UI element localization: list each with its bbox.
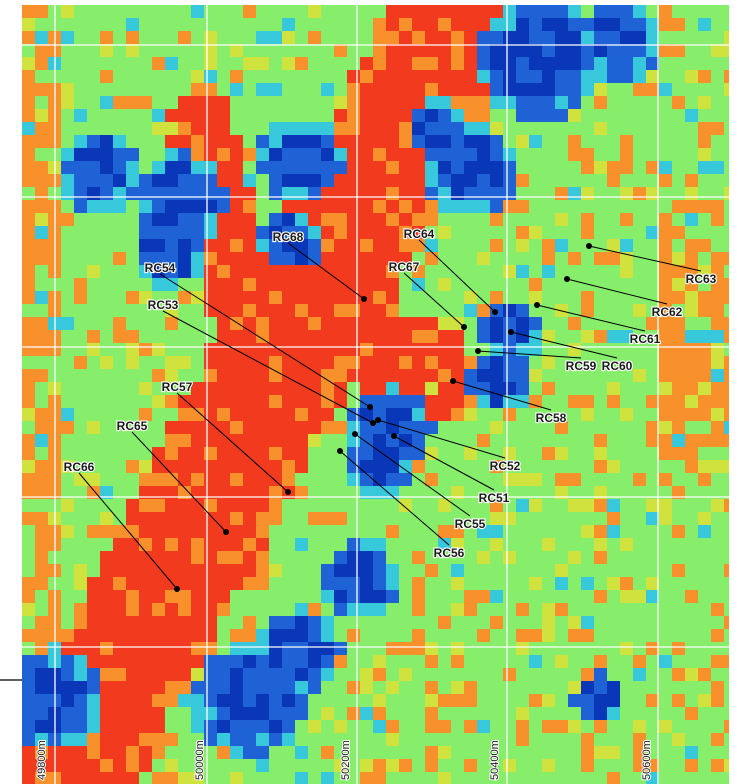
drillhole-label: RC52: [490, 459, 521, 473]
drillhole-collar: [223, 529, 229, 535]
drillhole-label: RC57: [162, 380, 193, 394]
drillhole-collar: [174, 586, 180, 592]
drillhole-label: RC56: [434, 546, 465, 560]
leader-line: [588, 245, 702, 272]
leader-line: [452, 380, 552, 411]
grid-label: 50000m: [194, 740, 206, 780]
leader-line: [131, 431, 227, 533]
drillhole-label: RC58: [536, 411, 567, 425]
grid-label: 49800m: [36, 740, 48, 780]
drillhole-label: RC64: [404, 227, 435, 241]
drillhole-collar: [450, 378, 456, 384]
drillhole-collar: [492, 309, 498, 315]
drillhole-label: RC68: [273, 230, 304, 244]
leader-line: [510, 331, 618, 359]
coordinate-grid: [22, 5, 729, 784]
drillhole-collar: [391, 433, 397, 439]
leader-line: [477, 350, 582, 359]
collar-points: [174, 243, 592, 592]
hole-labels: RC51 RC52 RC53 RC54 RC55 RC56 RC57 RC58 RC59 RC60…: [63, 226, 718, 561]
drillhole-collar: [461, 324, 467, 330]
drillhole-collar: [586, 243, 592, 249]
magnetic-raster: [22, 5, 729, 784]
drillhole-label: RC65: [117, 419, 148, 433]
drillhole-label: RC53: [148, 298, 179, 312]
grid-label: 50200m: [340, 740, 352, 780]
grid-label: 50400m: [489, 740, 501, 780]
leader-line: [162, 310, 374, 424]
drillhole-collar: [475, 348, 481, 354]
grid-label: 50600m: [641, 740, 653, 780]
drillhole-collar: [367, 404, 373, 410]
drillhole-label: RC55: [455, 517, 486, 531]
drillhole-collar: [508, 329, 514, 335]
leader-line: [159, 273, 371, 408]
leader-line: [78, 472, 178, 590]
drillhole-collar: [534, 302, 540, 308]
leader-line: [176, 392, 289, 493]
leader-line: [354, 433, 471, 517]
leader-line: [339, 450, 450, 546]
leader-lines: [78, 239, 702, 590]
drillhole-label: RC66: [64, 460, 95, 474]
leader-line: [403, 272, 465, 328]
drillhole-collar: [352, 431, 358, 437]
drillhole-collar: [375, 417, 381, 423]
drillhole-label: RC59: [566, 359, 597, 373]
drillhole-collar: [370, 420, 376, 426]
leader-line: [377, 419, 506, 459]
drillhole-collar: [285, 489, 291, 495]
drillhole-label: RC62: [652, 305, 683, 319]
leader-line: [566, 278, 668, 305]
drillhole-label: RC61: [630, 332, 661, 346]
drillhole-label: RC60: [602, 359, 633, 373]
grid-labels: 49800m 50000m 50200m 50400m 50600m: [35, 739, 654, 781]
drillhole-label: RC51: [479, 491, 510, 505]
drillhole-collar: [564, 276, 570, 282]
leader-line: [536, 304, 646, 332]
drillhole-collar: [361, 296, 367, 302]
leader-line: [418, 239, 496, 313]
leader-line: [287, 242, 365, 300]
leader-line: [393, 435, 495, 491]
drillhole-collar: [337, 448, 343, 454]
drillhole-label: RC54: [145, 261, 176, 275]
drillhole-label: RC63: [686, 272, 717, 286]
drillhole-label: RC67: [389, 260, 420, 274]
